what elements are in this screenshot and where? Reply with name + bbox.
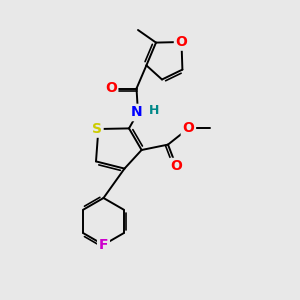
Text: O: O [170, 160, 182, 173]
Text: O: O [105, 82, 117, 95]
Text: H: H [149, 104, 160, 118]
Text: O: O [182, 122, 194, 135]
Text: N: N [131, 106, 142, 119]
Text: O: O [176, 35, 188, 49]
Text: F: F [99, 238, 108, 252]
Text: S: S [92, 122, 102, 136]
